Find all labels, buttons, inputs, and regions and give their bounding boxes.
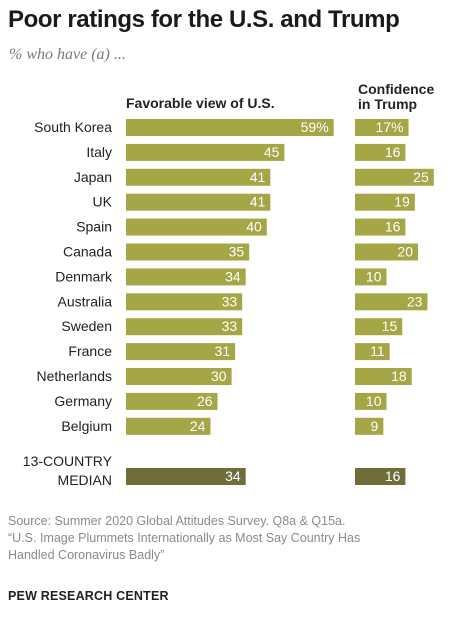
favorable-south-korea-value: 59% bbox=[301, 119, 329, 135]
category-label-australia: Australia bbox=[58, 293, 113, 309]
favorable-spain-value: 40 bbox=[246, 219, 262, 235]
source-line-3: Handled Coronavirus Badly” bbox=[8, 548, 165, 562]
confidence-canada-bar bbox=[355, 243, 418, 261]
bar-chart: South Korea 59% 17% Italy 45 16 Japan 41 25 UK 41 1… bbox=[23, 119, 434, 488]
favorable-sweden-value: 33 bbox=[222, 318, 238, 334]
confidence-belgium-bar bbox=[355, 417, 384, 435]
favorable-australia-value: 33 bbox=[222, 293, 238, 309]
source-note: Source: Summer 2020 Global Attitudes Sur… bbox=[8, 513, 448, 564]
favorable-uk-bar bbox=[126, 193, 271, 211]
confidence-column-header: Confidence in Trump bbox=[358, 82, 434, 112]
confidence-denmark-value: 10 bbox=[366, 268, 382, 284]
confidence-japan-bar bbox=[355, 168, 434, 186]
category-label-netherlands: Netherlands bbox=[37, 368, 113, 384]
favorable-netherlands-bar bbox=[126, 368, 232, 385]
category-label-france: France bbox=[68, 343, 112, 359]
confidence-belgium-value: 9 bbox=[371, 418, 379, 434]
favorable-italy-bar bbox=[126, 143, 285, 161]
favorable-italy-value: 45 bbox=[264, 144, 280, 160]
category-label-sweden: Sweden bbox=[61, 318, 112, 334]
confidence-sweden-value: 15 bbox=[382, 318, 398, 334]
favorable-japan-value: 41 bbox=[250, 169, 266, 185]
favorable-median-bar bbox=[126, 468, 246, 485]
favorable-netherlands-value: 30 bbox=[211, 368, 227, 384]
confidence-canada-value: 20 bbox=[397, 244, 413, 260]
confidence-netherlands-bar bbox=[355, 368, 412, 385]
confidence-sweden-bar bbox=[355, 318, 403, 336]
source-line-2: “U.S. Image Plummets Internationally as … bbox=[8, 531, 361, 545]
confidence-australia-bar bbox=[355, 293, 428, 311]
favorable-canada-value: 35 bbox=[229, 244, 245, 260]
favorable-column-header: Favorable view of U.S. bbox=[126, 95, 275, 111]
favorable-japan-bar bbox=[126, 168, 271, 186]
confidence-australia-value: 23 bbox=[407, 293, 423, 309]
confidence-uk-bar bbox=[355, 193, 415, 211]
confidence-spain-value: 16 bbox=[385, 219, 401, 235]
confidence-germany-value: 10 bbox=[366, 393, 382, 409]
category-label-uk: UK bbox=[93, 194, 113, 210]
median-label-line2: MEDIAN bbox=[58, 472, 112, 488]
favorable-denmark-bar bbox=[126, 268, 246, 286]
confidence-japan-value: 25 bbox=[413, 169, 429, 185]
favorable-germany-value: 26 bbox=[197, 393, 213, 409]
favorable-germany-bar bbox=[126, 392, 218, 410]
category-label-denmark: Denmark bbox=[55, 268, 113, 284]
favorable-uk-value: 41 bbox=[250, 194, 266, 210]
category-label-south-korea: South Korea bbox=[34, 119, 112, 135]
credit-text: PEW RESEARCH CENTER bbox=[8, 589, 169, 603]
confidence-france-bar bbox=[355, 343, 390, 361]
favorable-canada-bar bbox=[126, 243, 250, 261]
source-line-1: Source: Summer 2020 Global Attitudes Sur… bbox=[8, 514, 346, 528]
favorable-sweden-bar bbox=[126, 318, 243, 336]
confidence-germany-bar bbox=[355, 392, 387, 410]
favorable-france-bar bbox=[126, 343, 236, 361]
favorable-france-value: 31 bbox=[215, 343, 231, 359]
confidence-header-line1: Confidence bbox=[358, 81, 435, 97]
confidence-header-line2: in Trump bbox=[358, 96, 418, 112]
favorable-south-korea-bar bbox=[126, 119, 334, 136]
category-label-belgium: Belgium bbox=[61, 418, 112, 434]
favorable-belgium-bar bbox=[126, 417, 211, 435]
confidence-italy-value: 16 bbox=[385, 144, 401, 160]
favorable-australia-bar bbox=[126, 293, 243, 311]
favorable-denmark-value: 34 bbox=[225, 268, 241, 284]
confidence-spain-bar bbox=[355, 218, 406, 236]
favorable-median-value: 34 bbox=[225, 468, 241, 484]
category-label-spain: Spain bbox=[76, 219, 112, 235]
confidence-france-value: 11 bbox=[370, 343, 385, 359]
confidence-south-korea-bar bbox=[355, 119, 409, 136]
confidence-median-bar bbox=[355, 468, 406, 485]
chart-subtitle: % who have (a) ... bbox=[9, 46, 126, 63]
confidence-median-value: 16 bbox=[385, 468, 401, 484]
category-label-germany: Germany bbox=[54, 393, 112, 409]
chart-title: Poor ratings for the U.S. and Trump bbox=[8, 6, 400, 33]
category-label-italy: Italy bbox=[86, 144, 112, 160]
category-label-canada: Canada bbox=[63, 244, 112, 260]
category-label-japan: Japan bbox=[74, 169, 112, 185]
confidence-italy-bar bbox=[355, 143, 406, 161]
confidence-netherlands-value: 18 bbox=[391, 368, 407, 384]
favorable-belgium-value: 24 bbox=[190, 418, 206, 434]
favorable-spain-bar bbox=[126, 218, 267, 236]
confidence-denmark-bar bbox=[355, 268, 387, 286]
confidence-south-korea-value: 17% bbox=[376, 119, 404, 135]
median-label-line1: 13-COUNTRY bbox=[23, 453, 113, 469]
confidence-uk-value: 19 bbox=[394, 194, 410, 210]
